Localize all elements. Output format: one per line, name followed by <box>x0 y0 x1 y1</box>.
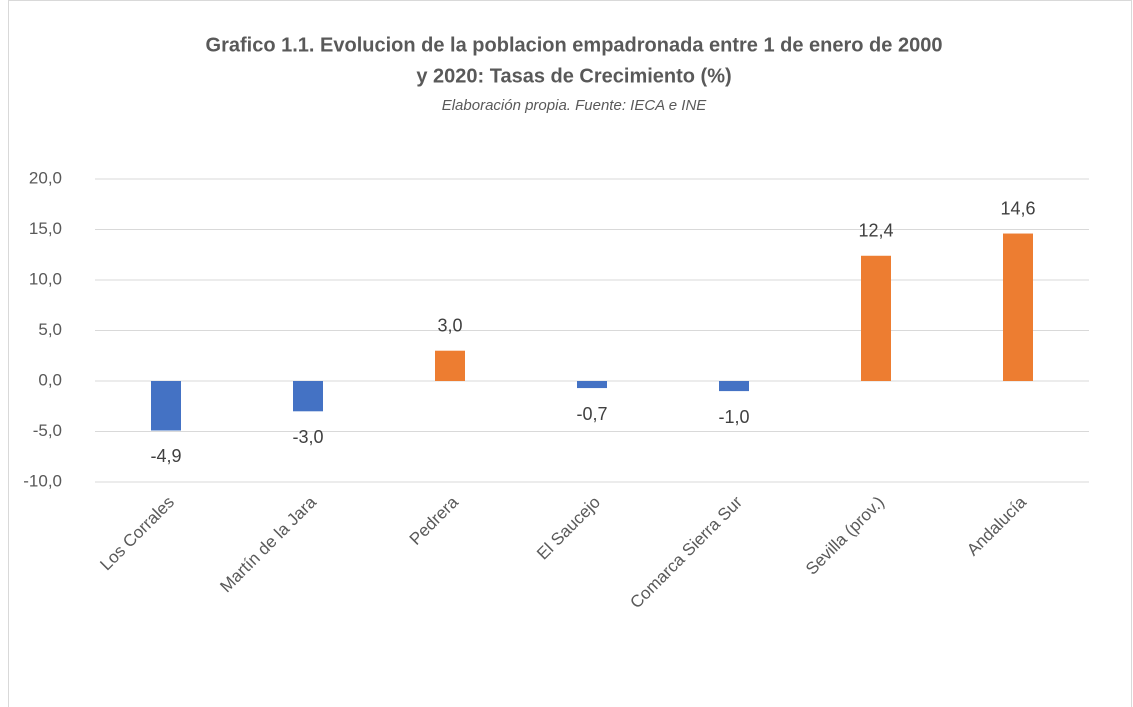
chart-subtitle: Elaboración propia. Fuente: IECA e INE <box>442 97 708 114</box>
bar <box>861 255 891 381</box>
bar <box>293 381 323 412</box>
y-tick-label: -10,0 <box>23 471 62 490</box>
data-label: -3,0 <box>292 427 323 447</box>
data-label: -1,0 <box>718 407 749 427</box>
y-tick-label: -5,0 <box>33 421 62 440</box>
y-tick-label: 0,0 <box>38 370 62 389</box>
bar <box>435 350 465 381</box>
bar <box>151 381 181 431</box>
chart-frame <box>8 0 1132 707</box>
y-tick-label: 15,0 <box>29 219 62 238</box>
data-label: -0,7 <box>576 404 607 424</box>
y-tick-label: 5,0 <box>38 320 62 339</box>
bar <box>1003 233 1033 381</box>
chart-title: Grafico 1.1. Evolucion de la poblacion e… <box>206 34 943 56</box>
y-tick-label: 10,0 <box>29 269 62 288</box>
bar <box>719 381 749 392</box>
chart-title: y 2020: Tasas de Crecimiento (%) <box>416 65 731 87</box>
data-label: 14,6 <box>1000 198 1035 218</box>
data-label: -4,9 <box>150 446 181 466</box>
data-label: 12,4 <box>858 221 893 241</box>
data-label: 3,0 <box>437 315 462 335</box>
y-tick-label: 20,0 <box>29 168 62 187</box>
bar <box>577 381 607 389</box>
